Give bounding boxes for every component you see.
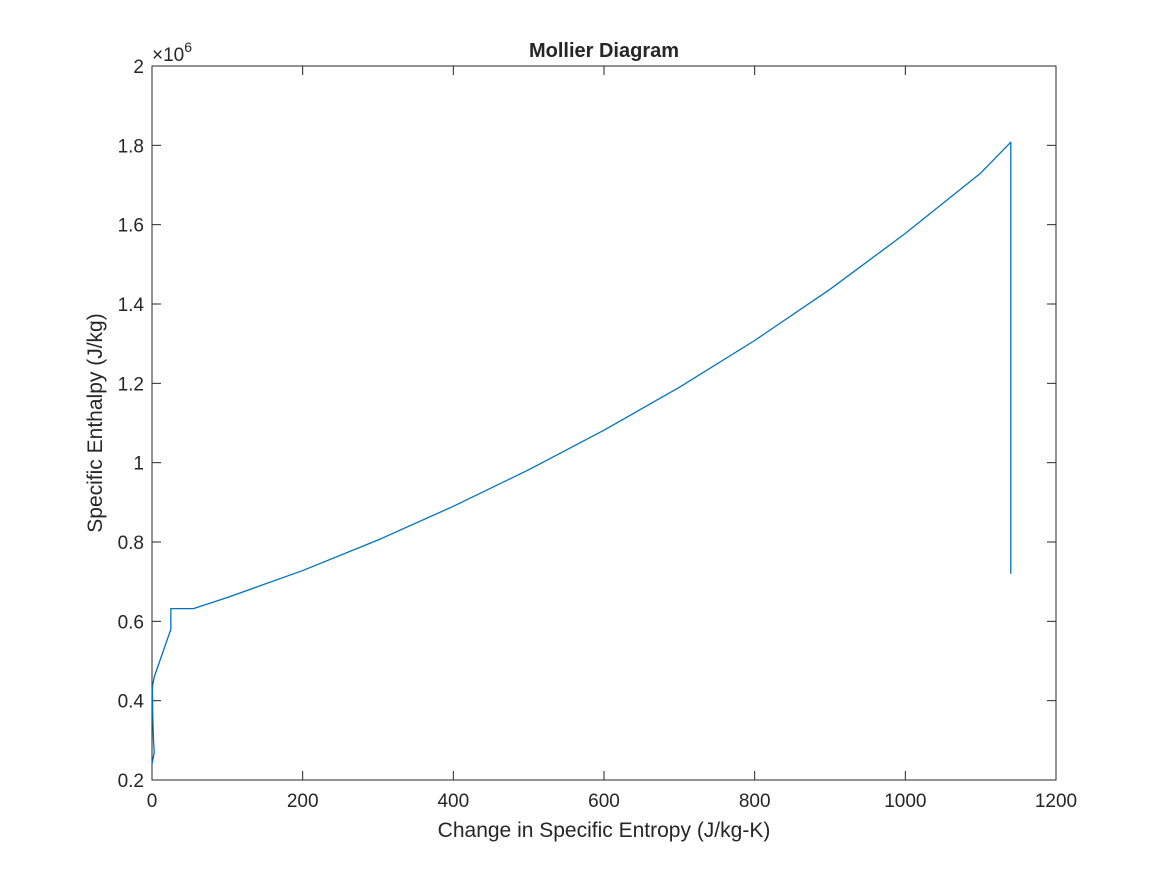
- y-axis-exponent-label: ×106: [152, 39, 192, 66]
- chart-title: Mollier Diagram: [529, 40, 679, 62]
- y-axis-label: Specific Enthalpy (J/kg): [84, 313, 107, 532]
- y-exponent-base: ×10: [152, 45, 184, 66]
- y-tick-label: 1.2: [118, 374, 144, 395]
- y-tick-label: 0.8: [118, 533, 144, 554]
- series-line: [151, 141, 1012, 765]
- y-axis-tick-labels: 0.2 0.4 0.6 0.8 1 1.2 1.4 1.6 1.8 2: [118, 57, 145, 792]
- x-axis-label: Change in Specific Entropy (J/kg-K): [438, 819, 771, 842]
- y-tick-label: 1.4: [118, 295, 145, 316]
- x-tick-label: 0: [147, 791, 158, 812]
- y-tick-label: 1: [133, 454, 144, 475]
- y-tick-label: 1.8: [118, 136, 144, 157]
- x-tick-label: 600: [588, 791, 620, 812]
- y-tick-label: 0.6: [118, 612, 144, 633]
- x-tick-label: 1000: [884, 791, 926, 812]
- y-exponent-power: 6: [184, 39, 192, 55]
- y-tick-label: 0.4: [118, 692, 145, 713]
- x-axis-tick-labels: 0 200 400 600 800 1000 1200: [147, 791, 1077, 812]
- x-tick-label: 1200: [1035, 791, 1077, 812]
- x-axis-ticks: [151, 66, 1057, 780]
- plot-area: 0 200 400 600 800 1000 1200 0.2 0.4 0.6 0.8 1 1.2 1.…: [118, 57, 1078, 812]
- y-tick-label: 1.6: [118, 216, 144, 237]
- series-layer: [151, 141, 1012, 765]
- x-tick-label: 800: [739, 791, 771, 812]
- y-axis-ticks: [152, 65, 1056, 781]
- x-tick-label: 200: [287, 791, 319, 812]
- y-tick-label: 0.2: [118, 771, 144, 792]
- axes-box: [151, 65, 1057, 781]
- y-tick-label: 2: [133, 57, 144, 78]
- x-tick-label: 400: [437, 791, 469, 812]
